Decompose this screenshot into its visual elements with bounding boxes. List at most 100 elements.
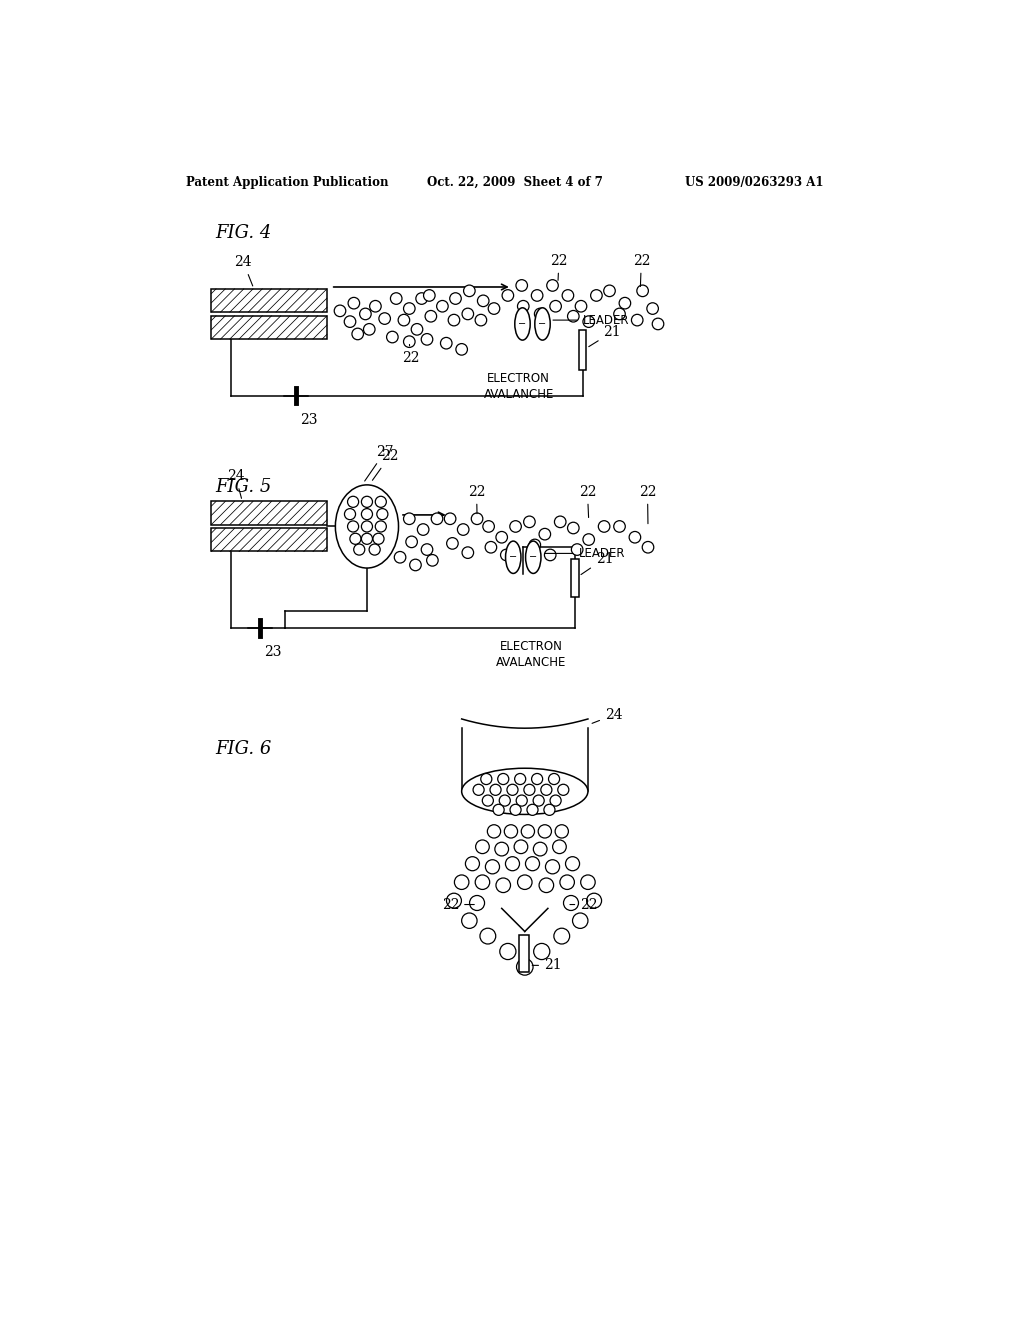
Ellipse shape [449, 314, 460, 326]
Ellipse shape [377, 508, 388, 520]
Bar [579, 330, 587, 370]
Ellipse shape [475, 840, 489, 854]
Ellipse shape [462, 913, 477, 928]
Ellipse shape [394, 552, 406, 564]
Ellipse shape [591, 289, 602, 301]
Ellipse shape [642, 541, 653, 553]
Bar [211, 528, 327, 552]
Ellipse shape [571, 544, 583, 556]
Ellipse shape [390, 293, 402, 305]
Ellipse shape [398, 314, 410, 326]
Ellipse shape [583, 533, 595, 545]
Ellipse shape [563, 895, 579, 911]
Ellipse shape [348, 297, 359, 309]
Ellipse shape [529, 539, 541, 550]
Ellipse shape [424, 289, 435, 301]
Text: LEADER: LEADER [545, 546, 626, 560]
Ellipse shape [535, 308, 550, 341]
Bar [211, 502, 327, 524]
Ellipse shape [581, 875, 595, 890]
Ellipse shape [527, 804, 538, 816]
Ellipse shape [421, 544, 433, 556]
Text: 23: 23 [300, 413, 317, 426]
Ellipse shape [446, 537, 458, 549]
Bar [211, 289, 327, 312]
Text: −: − [518, 319, 526, 329]
Ellipse shape [336, 484, 398, 568]
Ellipse shape [525, 857, 540, 871]
Ellipse shape [379, 313, 390, 325]
Ellipse shape [500, 795, 510, 807]
Ellipse shape [466, 857, 479, 871]
Text: 24: 24 [226, 470, 245, 499]
Text: 21: 21 [532, 958, 562, 973]
Ellipse shape [544, 804, 555, 816]
Ellipse shape [488, 302, 500, 314]
Text: 22: 22 [373, 449, 398, 480]
Ellipse shape [334, 305, 346, 317]
Ellipse shape [406, 536, 418, 548]
Ellipse shape [462, 546, 473, 558]
Ellipse shape [560, 875, 574, 890]
Ellipse shape [620, 297, 631, 309]
Ellipse shape [350, 533, 360, 544]
Ellipse shape [490, 784, 501, 796]
Text: FIG. 5: FIG. 5 [215, 478, 271, 496]
Ellipse shape [444, 513, 456, 524]
Text: 22: 22 [441, 898, 474, 912]
Ellipse shape [523, 516, 536, 528]
Ellipse shape [516, 795, 527, 807]
Ellipse shape [525, 541, 541, 573]
Ellipse shape [471, 513, 483, 524]
Ellipse shape [572, 913, 588, 928]
Ellipse shape [344, 508, 355, 520]
Ellipse shape [475, 875, 489, 890]
Text: FIG. 4: FIG. 4 [215, 224, 271, 242]
Ellipse shape [480, 928, 496, 944]
Ellipse shape [485, 859, 500, 874]
Ellipse shape [531, 774, 543, 784]
Text: LEADER: LEADER [553, 314, 629, 326]
Ellipse shape [403, 335, 415, 347]
Ellipse shape [506, 857, 519, 871]
Ellipse shape [558, 784, 569, 796]
Ellipse shape [587, 894, 601, 908]
Ellipse shape [534, 842, 547, 855]
Ellipse shape [547, 280, 558, 292]
Ellipse shape [539, 878, 554, 892]
Ellipse shape [541, 784, 552, 796]
Ellipse shape [353, 544, 365, 556]
Ellipse shape [515, 774, 525, 784]
Text: 22: 22 [633, 253, 650, 286]
Ellipse shape [517, 875, 532, 890]
Text: 21: 21 [581, 552, 613, 574]
Ellipse shape [446, 894, 462, 908]
Ellipse shape [418, 524, 429, 536]
Ellipse shape [562, 289, 573, 301]
Ellipse shape [456, 343, 467, 355]
Ellipse shape [506, 541, 521, 573]
Text: ELECTRON
AVALANCHE: ELECTRON AVALANCHE [496, 640, 566, 669]
Ellipse shape [521, 825, 535, 838]
Ellipse shape [524, 784, 535, 796]
Ellipse shape [375, 496, 386, 507]
Ellipse shape [567, 523, 580, 533]
Ellipse shape [613, 308, 626, 319]
Ellipse shape [436, 301, 449, 312]
Ellipse shape [604, 285, 615, 297]
Ellipse shape [516, 280, 527, 292]
Ellipse shape [550, 795, 561, 807]
Text: 22: 22 [639, 484, 656, 524]
Ellipse shape [613, 520, 626, 532]
Ellipse shape [425, 310, 436, 322]
Ellipse shape [554, 928, 569, 944]
Ellipse shape [403, 513, 415, 524]
Ellipse shape [369, 544, 380, 556]
Ellipse shape [485, 541, 497, 553]
Text: Oct. 22, 2009  Sheet 4 of 7: Oct. 22, 2009 Sheet 4 of 7 [427, 176, 603, 189]
Text: FIG. 6: FIG. 6 [215, 739, 271, 758]
Ellipse shape [464, 285, 475, 297]
Ellipse shape [555, 825, 568, 838]
Ellipse shape [496, 878, 511, 892]
Text: 27: 27 [365, 445, 394, 480]
